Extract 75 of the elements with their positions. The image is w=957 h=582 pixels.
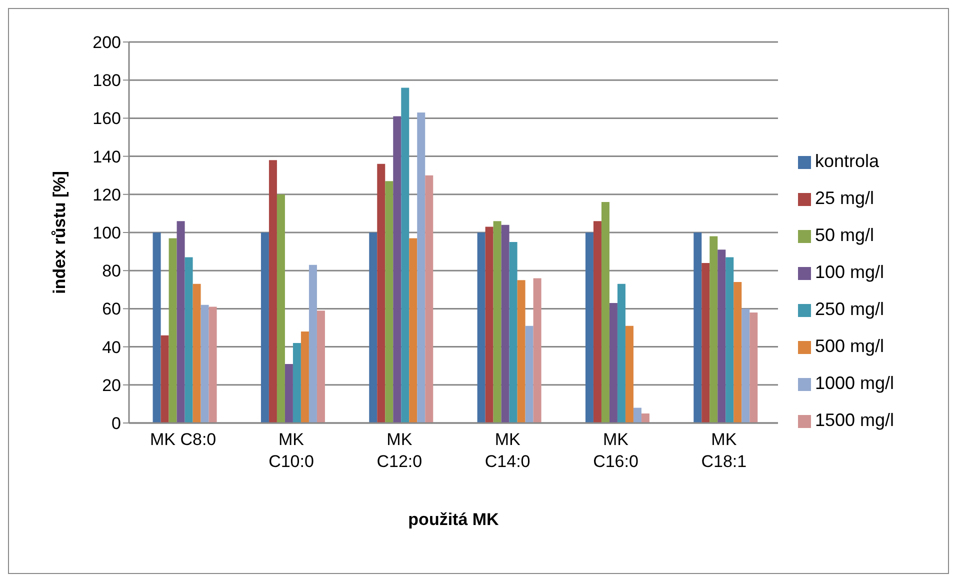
x-axis-title: použitá MK <box>408 510 500 529</box>
bar <box>710 236 718 423</box>
bar <box>160 335 169 423</box>
legend-label: 500 mg/l <box>815 336 884 356</box>
bar <box>742 308 750 423</box>
x-tick-label: MK C14:0 <box>484 430 530 471</box>
bar <box>601 202 610 423</box>
y-tick-label: 180 <box>92 71 121 90</box>
bar <box>726 257 734 423</box>
bar <box>393 116 402 423</box>
x-tick-label: MK C18:1 <box>701 430 747 471</box>
bar <box>525 326 534 423</box>
bar <box>208 306 217 423</box>
y-tick-label: 200 <box>92 33 121 52</box>
bar <box>609 302 618 423</box>
legend-label: 250 mg/l <box>815 299 884 319</box>
bar <box>493 221 502 423</box>
bar <box>260 232 269 423</box>
y-tick-label: 120 <box>92 185 121 204</box>
bar <box>750 312 758 423</box>
bar <box>533 278 542 423</box>
bar <box>276 194 285 423</box>
bar <box>501 224 510 423</box>
bar <box>385 181 394 423</box>
bar <box>718 250 726 423</box>
y-tick-label: 140 <box>92 147 121 166</box>
bar <box>184 257 193 423</box>
bar <box>168 238 177 423</box>
bar <box>641 413 650 423</box>
legend-label: 50 mg/l <box>815 225 874 245</box>
bar <box>593 221 602 423</box>
y-tick-label: 100 <box>92 224 121 243</box>
legend-label: 1500 mg/l <box>815 410 894 430</box>
bar <box>485 226 494 423</box>
legend-label: 100 mg/l <box>815 262 884 282</box>
bar <box>734 282 742 423</box>
bar <box>377 164 386 423</box>
bar <box>401 88 410 423</box>
bar <box>425 175 434 423</box>
bar <box>268 160 277 423</box>
legend-label: kontrola <box>815 151 880 171</box>
bar <box>152 232 161 423</box>
y-tick-label: 20 <box>102 376 121 395</box>
x-tick-label: MK C12:0 <box>376 430 422 471</box>
bar <box>625 326 634 423</box>
y-axis-title: index růstu [%] <box>50 171 70 294</box>
bar <box>369 232 378 423</box>
x-tick-label: MK C8:0 <box>150 430 216 449</box>
bar <box>409 238 418 423</box>
bar <box>585 232 594 423</box>
bar <box>308 264 317 423</box>
bar <box>200 304 209 423</box>
bar <box>316 310 325 423</box>
legend-label: 25 mg/l <box>815 188 874 208</box>
bar <box>477 232 486 423</box>
bar <box>284 364 293 423</box>
bar <box>517 280 526 423</box>
bar <box>694 232 702 423</box>
bar <box>300 332 309 423</box>
bar <box>702 262 710 423</box>
x-tick-label: MK C16:0 <box>593 430 638 471</box>
bar <box>633 408 642 423</box>
bar <box>509 242 518 423</box>
legend-label: 1000 mg/l <box>815 373 894 393</box>
y-tick-label: 0 <box>112 414 121 434</box>
bar <box>192 284 201 423</box>
bar <box>617 284 626 423</box>
bar <box>417 112 426 423</box>
y-tick-label: 80 <box>102 262 121 281</box>
y-tick-label: 160 <box>92 109 121 128</box>
bar <box>176 221 185 423</box>
x-tick-label: MK C10:0 <box>268 430 314 471</box>
y-tick-label: 60 <box>102 300 121 319</box>
bar <box>292 342 301 423</box>
y-tick-label: 40 <box>102 338 121 357</box>
